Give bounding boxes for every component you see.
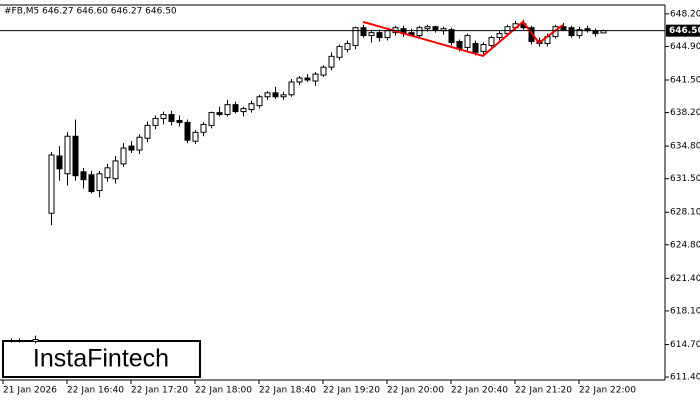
candle-body — [368, 32, 375, 37]
candle-body — [160, 114, 167, 119]
x-tick-label: 22 Jan 22:00 — [579, 386, 636, 396]
y-tick-label: 644.90 — [670, 42, 700, 52]
candle-body — [216, 112, 223, 116]
last-price-box — [666, 24, 700, 37]
candle-body — [192, 131, 199, 142]
candle-body — [376, 32, 383, 39]
candle-body — [240, 108, 247, 113]
candle-body — [32, 339, 39, 343]
candle-body — [144, 124, 151, 139]
candle-body — [488, 37, 495, 46]
y-tick-label: 618.10 — [670, 306, 700, 316]
last-price-label: 646.50 — [669, 26, 700, 36]
candle-body — [120, 147, 127, 165]
candle-body — [568, 27, 575, 37]
y-tick-label: 621.40 — [670, 274, 700, 284]
candle-body — [576, 29, 583, 37]
candle-body — [336, 45, 343, 58]
candle-body — [104, 167, 111, 179]
x-tick-label: 22 Jan 20:00 — [387, 386, 444, 396]
candle-body — [416, 27, 423, 37]
candle-body — [256, 96, 263, 107]
candle-body — [88, 174, 95, 193]
candle-body — [320, 66, 327, 76]
candle-body — [112, 160, 119, 180]
candle-body — [456, 41, 463, 49]
candle-body — [272, 92, 279, 98]
pattern-line — [362, 20, 564, 58]
y-tick-label: 648.20 — [670, 9, 700, 19]
x-tick-label: 22 Jan 16:40 — [67, 386, 124, 396]
y-tick-label: 641.50 — [670, 76, 700, 86]
x-tick-label: 22 Jan 21:20 — [515, 386, 572, 396]
candle-body — [264, 92, 271, 98]
candle-body — [312, 73, 319, 82]
y-tick-label: 611.40 — [670, 373, 700, 383]
candle-body — [208, 112, 215, 126]
y-tick-label: 638.20 — [670, 108, 700, 118]
candle-body — [200, 123, 207, 133]
candle-body — [72, 135, 79, 177]
candle-body — [136, 136, 143, 151]
y-tick-label: 634.80 — [670, 142, 700, 152]
candle-body — [360, 27, 367, 37]
y-tick-label: 628.10 — [670, 208, 700, 218]
candle-body — [472, 42, 479, 53]
x-tick-label: 22 Jan 17:20 — [131, 386, 188, 396]
x-tick-label: 22 Jan 20:40 — [451, 386, 508, 396]
x-tick-label: 22 Jan 19:20 — [323, 386, 380, 396]
candle-body — [352, 27, 359, 46]
candle-body — [168, 114, 175, 122]
y-tick-label: 631.50 — [670, 174, 700, 184]
candle-body — [296, 77, 303, 83]
candle-body — [48, 154, 55, 214]
candle-body — [448, 29, 455, 43]
candle-body — [184, 121, 191, 141]
candle-body — [232, 104, 239, 113]
y-tick-label: 624.80 — [670, 240, 700, 250]
candle-body — [304, 77, 311, 81]
chart-title: #FB,M5 646.27 646.60 646.27 646.50 — [4, 7, 177, 17]
candle-body — [248, 103, 255, 111]
y-tick-label: 614.70 — [670, 340, 700, 350]
candle-body — [384, 30, 391, 39]
candle-body — [560, 26, 567, 31]
x-tick-label: 22 Jan 18:00 — [195, 386, 252, 396]
candle-body — [224, 104, 231, 116]
candle-body — [496, 33, 503, 39]
watermark-box — [2, 340, 201, 378]
candle-body — [152, 117, 159, 126]
candle-body — [128, 145, 135, 151]
candle-body — [16, 340, 23, 343]
candle-body — [8, 340, 15, 343]
candle-body — [280, 94, 287, 98]
candle-body — [424, 26, 431, 30]
watermark: InstaFintech — [33, 345, 169, 373]
candle-body — [288, 81, 295, 96]
candle-body — [80, 171, 87, 181]
candle-body — [96, 173, 103, 192]
candle-body — [344, 42, 351, 50]
x-tick-label: 22 Jan 18:40 — [259, 386, 316, 396]
candle-body — [480, 43, 487, 52]
candle-body — [328, 55, 335, 68]
candle-body — [176, 119, 183, 123]
candle-body — [464, 35, 471, 48]
candle-body — [64, 135, 71, 175]
candle-body — [56, 155, 63, 170]
candle-body — [432, 26, 439, 31]
x-tick-label: 21 Jan 2026 — [3, 386, 57, 396]
